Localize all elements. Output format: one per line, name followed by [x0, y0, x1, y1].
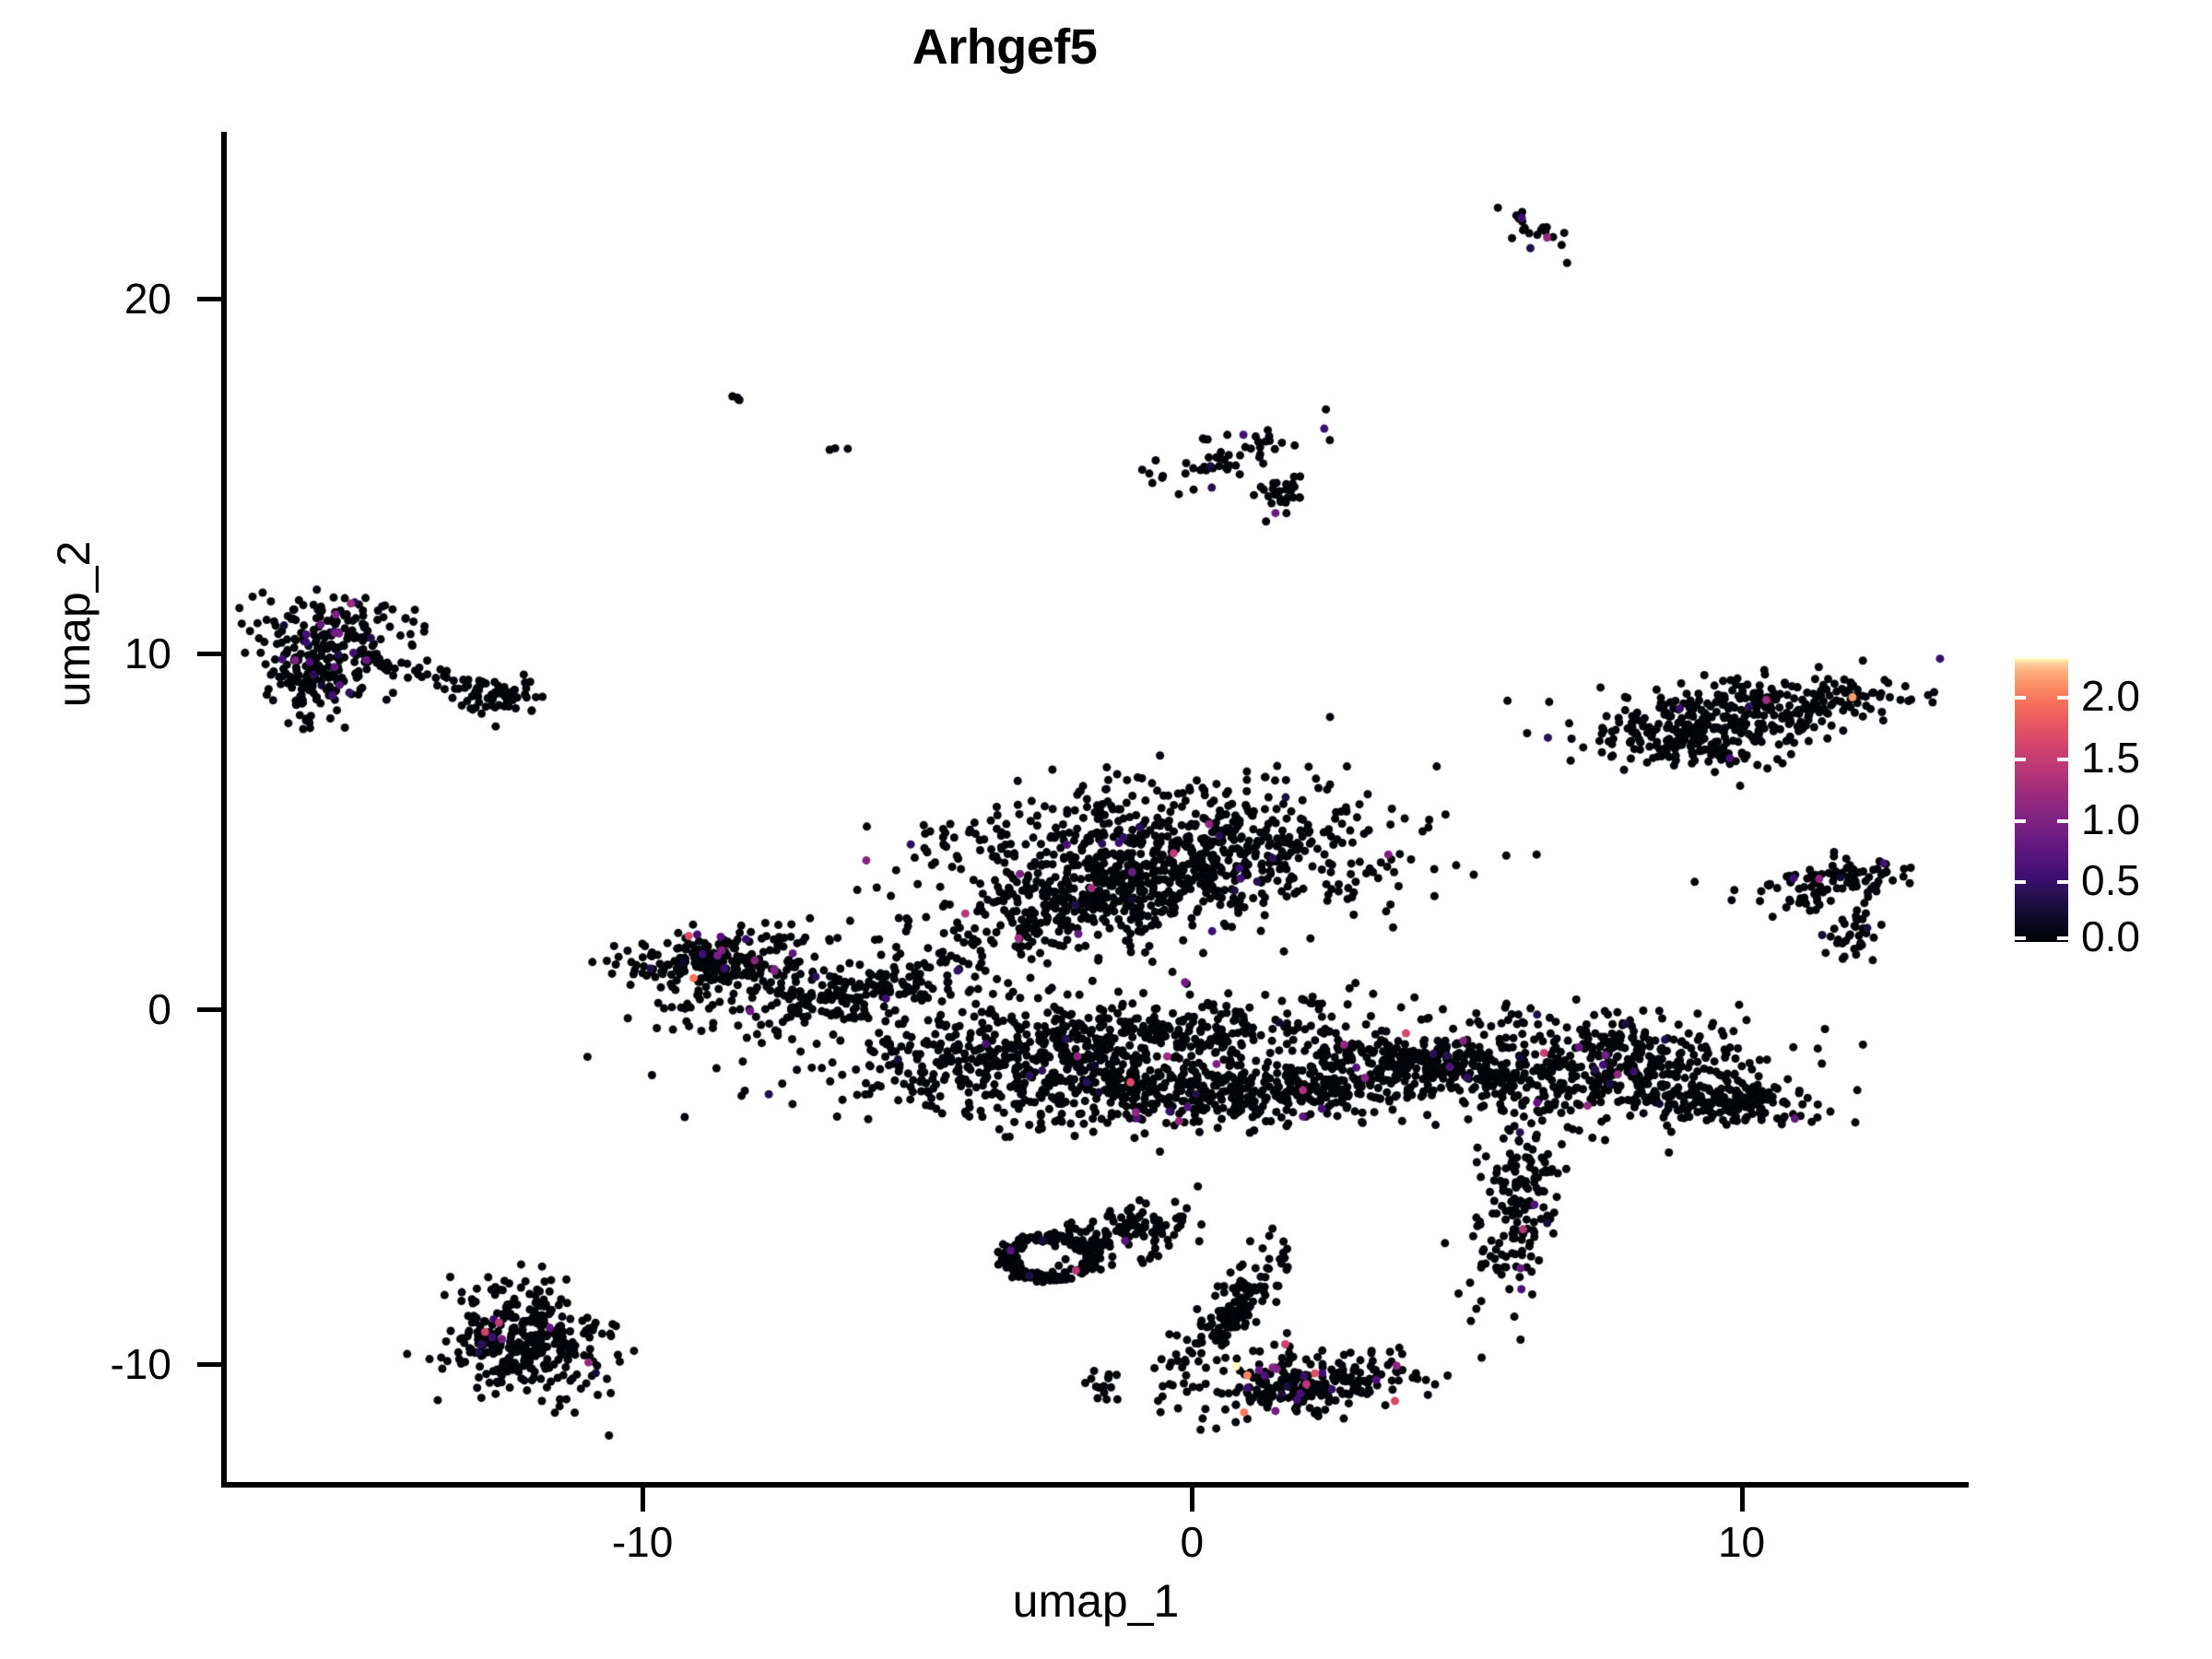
- y-tick-label-0: 0: [147, 984, 171, 1033]
- colorbar-tick-2p0-left: [2015, 696, 2026, 700]
- colorbar-tick-0p5-left: [2015, 880, 2026, 884]
- x-tick-mark-2: [1739, 1486, 1745, 1512]
- y-tick-label-neg10: -10: [110, 1339, 171, 1388]
- colorbar-tick-0p0-left: [2015, 936, 2026, 940]
- colorbar-tick-1p0-right: [2057, 819, 2068, 823]
- colorbar-label-0p5: 0.5: [2081, 856, 2140, 904]
- y-tick-label-20: 20: [124, 275, 171, 324]
- colorbar-tick-1p5-right: [2057, 758, 2068, 761]
- scatter-points-layer: [225, 132, 1967, 1485]
- y-tick-label-10: 10: [124, 629, 171, 678]
- colorbar-canvas: [2015, 658, 2068, 942]
- y-tick-mark-3: [197, 1361, 223, 1367]
- colorbar-label-2p0: 2.0: [2081, 672, 2140, 720]
- colorbar-tick-1p5-left: [2015, 758, 2026, 761]
- x-axis-label: umap_1: [1012, 1575, 1180, 1627]
- x-axis-line: [221, 1482, 1969, 1488]
- x-tick-label-neg10: -10: [611, 1518, 674, 1566]
- y-tick-mark-1: [197, 652, 223, 657]
- x-tick-mark-0: [641, 1486, 646, 1512]
- colorbar-gradient: [2015, 658, 2068, 942]
- x-tick-label-0: 0: [1180, 1518, 1205, 1566]
- page-title: Arhgef5: [912, 19, 1098, 75]
- colorbar-label-0p0: 0.0: [2081, 912, 2140, 960]
- colorbar-tick-1p0-left: [2015, 819, 2026, 823]
- colorbar-label-1p0: 1.0: [2081, 795, 2140, 843]
- y-axis-label: umap_2: [48, 540, 100, 708]
- colorbar-tick-0p0-right: [2057, 936, 2068, 940]
- y-tick-mark-0: [197, 297, 223, 302]
- y-axis-label-wrapper: umap_2: [41, 255, 106, 993]
- colorbar-tick-0p5-right: [2057, 880, 2068, 884]
- colorbar-legend: 2.0 1.5 1.0 0.5 0.0: [2015, 658, 2199, 958]
- x-tick-label-10: 10: [1717, 1518, 1766, 1566]
- y-axis-line: [221, 132, 227, 1487]
- plot-panel: [225, 132, 1967, 1485]
- colorbar-label-1p5: 1.5: [2081, 734, 2140, 782]
- colorbar-tick-2p0-right: [2057, 696, 2068, 700]
- x-tick-mark-1: [1190, 1486, 1195, 1512]
- y-tick-mark-2: [197, 1006, 223, 1012]
